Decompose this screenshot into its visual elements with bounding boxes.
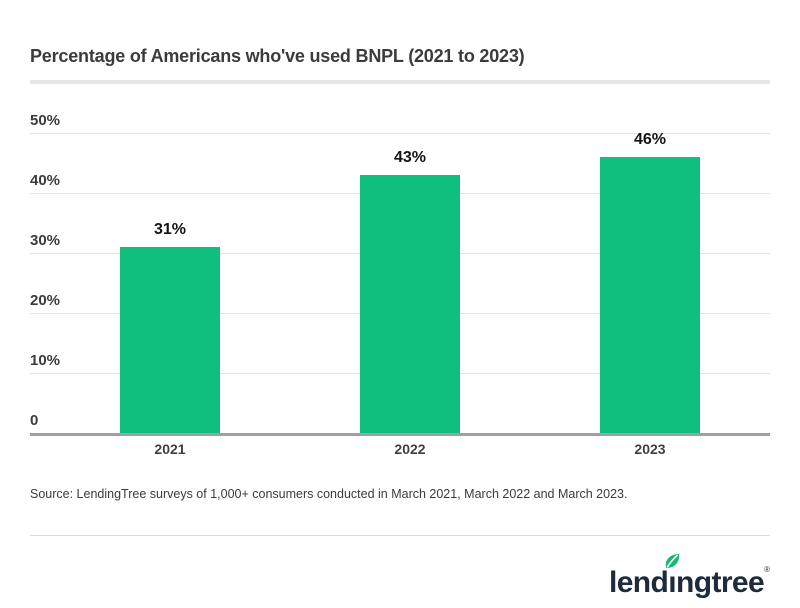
footer-separator <box>30 535 770 536</box>
bar-2023 <box>600 157 700 433</box>
logo-text-pre: lend <box>608 566 669 599</box>
bar-value-label: 31% <box>153 221 187 238</box>
bar-value-label: 46% <box>633 131 667 148</box>
y-tick-label: 20% <box>30 292 61 309</box>
bar-2021 <box>120 247 220 433</box>
logo-text-post: ngtree <box>676 566 765 599</box>
x-tick-label: 2022 <box>394 441 426 457</box>
y-tick-label: 50% <box>30 112 61 129</box>
logo-letter-i: ı <box>666 553 680 600</box>
registered-trademark: ® <box>764 565 770 574</box>
bar-value-label: 43% <box>393 149 427 166</box>
grid-line <box>30 133 770 134</box>
y-tick-label: 0 <box>30 412 39 429</box>
x-tick-label: 2021 <box>154 441 186 457</box>
y-tick-label: 30% <box>30 232 61 249</box>
x-tick-label: 2023 <box>634 441 666 457</box>
y-tick-label: 10% <box>30 352 61 369</box>
source-note: Source: LendingTree surveys of 1,000+ co… <box>30 487 628 501</box>
title-separator <box>30 80 770 84</box>
x-axis-baseline <box>30 433 770 436</box>
lendingtree-logo: lend ıngtree® <box>609 553 770 600</box>
chart-title: Percentage of Americans who've used BNPL… <box>30 46 525 66</box>
leaf-icon <box>666 553 680 568</box>
bar-2022 <box>360 175 460 433</box>
bar-chart: 50% 40% 30% 20% 10% 0 31% 2021 43% 2022 46% 2023 <box>30 112 770 457</box>
y-tick-label: 40% <box>30 172 61 189</box>
